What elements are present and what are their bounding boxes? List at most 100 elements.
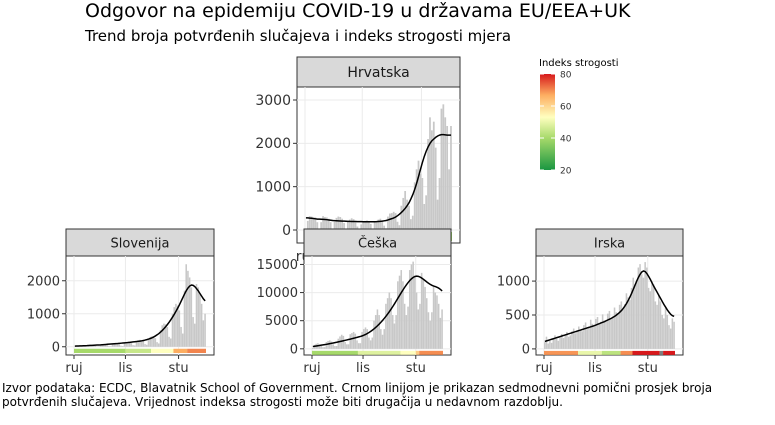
case-bar [91, 345, 93, 347]
case-bar [584, 322, 587, 349]
case-bar [552, 339, 555, 349]
case-bar [101, 344, 103, 347]
case-bar [362, 221, 365, 230]
case-bar [371, 337, 374, 349]
case-bar [122, 346, 124, 347]
case-bar [339, 336, 341, 349]
case-bar [656, 304, 658, 349]
case-bar [629, 300, 631, 349]
case-bar [342, 335, 345, 349]
panel-strip-label: Slovenija [111, 237, 170, 252]
case-bar [432, 286, 435, 349]
facet-panel-2: Češka 0 5000 10000 15000 ruj lis stu [257, 228, 452, 376]
case-bar [422, 278, 425, 349]
case-bar [185, 264, 187, 347]
case-bar [164, 324, 167, 347]
case-bar [368, 221, 370, 230]
facet-panel-3: Irska 0 500 1000 ruj lis stu [497, 228, 684, 376]
stringency-segment [125, 348, 152, 353]
case-bar [354, 333, 357, 349]
case-bar [419, 303, 421, 349]
case-bar [330, 341, 333, 349]
stringency-segment [187, 348, 206, 353]
case-bar [559, 336, 561, 349]
case-bar [397, 281, 399, 349]
case-bar [400, 205, 403, 230]
case-bar [161, 325, 163, 347]
case-bar [344, 342, 346, 349]
case-bar [357, 343, 360, 349]
case-bar [618, 304, 621, 349]
case-bar [442, 104, 445, 230]
case-bar [312, 347, 314, 349]
case-bar [322, 347, 324, 349]
case-bar [668, 325, 670, 349]
case-bar [424, 286, 426, 349]
case-bar [103, 344, 105, 347]
case-bar [400, 270, 403, 349]
y-tick-label: 2000 [27, 274, 60, 289]
case-bar [327, 340, 329, 349]
case-bar [412, 261, 414, 349]
case-bar [359, 343, 362, 349]
y-tick-label: 2000 [255, 136, 291, 152]
case-bar [183, 290, 186, 347]
case-bar [310, 216, 313, 230]
case-bar [425, 195, 428, 230]
case-bar [414, 275, 416, 349]
case-bar [320, 346, 323, 349]
case-bar [368, 337, 370, 349]
case-bar [130, 343, 133, 347]
case-bar [617, 313, 619, 349]
case-bar [407, 306, 409, 349]
legend-tick-label: 40 [560, 135, 572, 145]
case-bar [334, 346, 336, 349]
case-bar [348, 219, 351, 230]
case-bar [444, 117, 447, 230]
case-bar [306, 220, 309, 230]
case-bar [385, 303, 387, 349]
legend-colorbar [540, 74, 555, 170]
case-bar [583, 325, 585, 349]
case-bar [603, 320, 606, 349]
case-bar [132, 345, 134, 347]
stringency-segment [151, 348, 174, 353]
case-bar [364, 220, 366, 230]
case-bar [427, 139, 429, 230]
y-tick-label: 0 [522, 342, 530, 357]
case-bar [99, 344, 102, 347]
case-bar [123, 342, 126, 347]
case-bar [379, 218, 382, 230]
stringency-segment [601, 350, 621, 355]
case-bar [135, 341, 138, 347]
y-tick-label: 1000 [27, 307, 60, 322]
case-bar [376, 309, 379, 349]
case-bar [441, 309, 443, 349]
stringency-segment [357, 350, 401, 355]
case-bar [152, 336, 155, 347]
case-bar [652, 284, 655, 349]
case-bar [661, 314, 663, 349]
case-bar [581, 331, 583, 349]
case-bar [434, 147, 437, 230]
x-tick-label: lis [588, 361, 602, 376]
case-bar [197, 287, 199, 347]
x-tick-label: lis [118, 361, 132, 376]
case-bar [391, 315, 394, 349]
case-bar [339, 217, 342, 230]
case-bar [572, 328, 575, 349]
case-bar [326, 217, 328, 230]
facet-panels: Hrvatska0100020003000rujlisstuSlovenija0… [27, 56, 684, 376]
case-bar [421, 178, 424, 230]
case-bar [545, 336, 548, 349]
case-bar [188, 277, 191, 347]
case-bar [438, 178, 441, 230]
case-bar [606, 313, 609, 349]
case-bar [366, 329, 368, 349]
case-bar [427, 312, 430, 349]
case-bar [595, 319, 597, 349]
case-bar [564, 335, 566, 349]
case-bar [182, 333, 184, 347]
case-bar [566, 331, 568, 349]
case-bar [415, 292, 418, 349]
